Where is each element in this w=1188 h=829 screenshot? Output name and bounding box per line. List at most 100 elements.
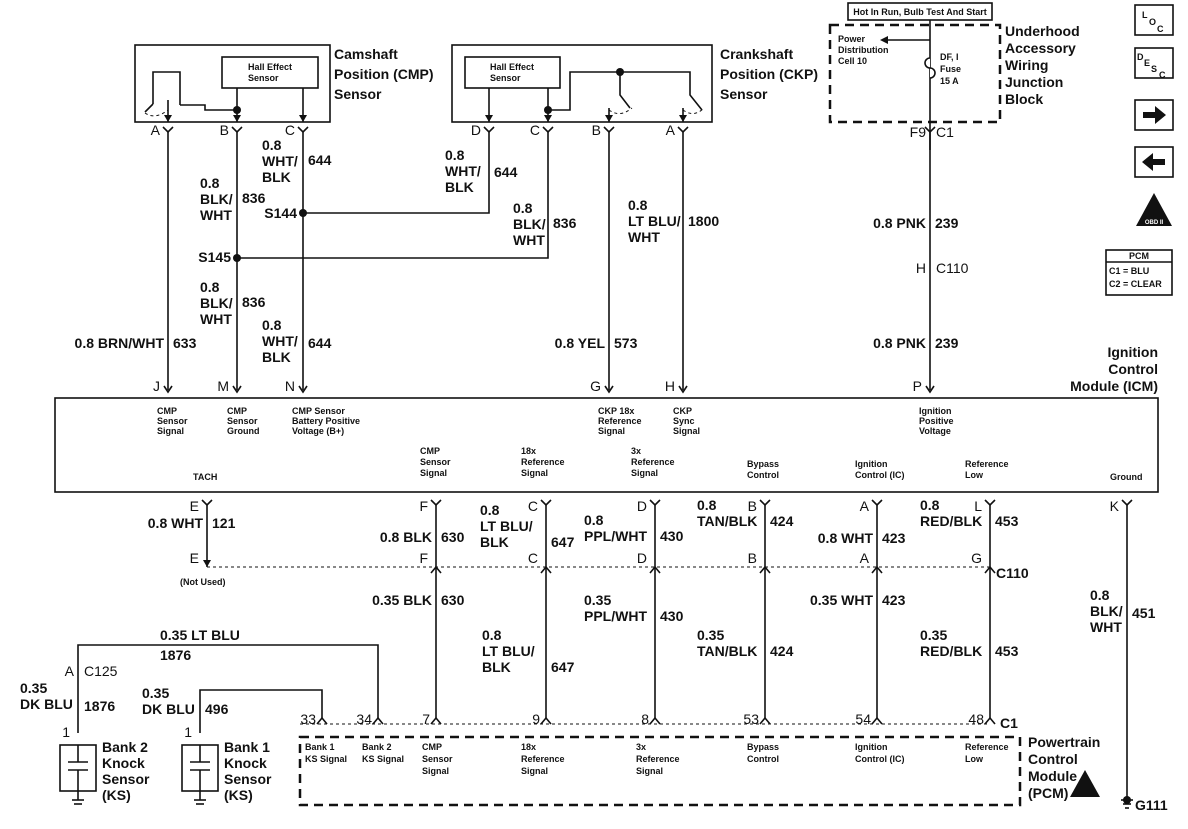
previous-page-button (1134, 146, 1174, 178)
pcm-terminal-label: Reference (636, 754, 680, 764)
pcm-terminal-label: Ignition (855, 742, 888, 752)
legend-entry: C2 = CLEAR (1109, 279, 1162, 289)
wire-color: RED/BLK (920, 513, 982, 529)
wire-color: WHT (1090, 619, 1122, 635)
pcm-pin: 33 (300, 711, 316, 727)
pcm-terminal-label: Bank 2 (362, 742, 392, 752)
wire-color: 0.35 LT BLU (160, 627, 240, 643)
knock-sensor-label: Sensor (102, 771, 150, 787)
fuse-label: DF, I (940, 52, 959, 62)
icm-terminal-label: Reference (631, 457, 675, 467)
connector-pin (430, 565, 442, 574)
ckp-pin: C (530, 122, 540, 138)
connector-pin (759, 565, 771, 574)
wire-color: 0.8 WHT (818, 530, 874, 546)
pcm-terminal-label: Signal (422, 766, 449, 776)
icm-terminal-label: Sensor (420, 457, 451, 467)
connector-pin (759, 716, 771, 725)
power-distribution-label: Cell 10 (838, 56, 867, 66)
pcm-box (298, 735, 1022, 807)
connector-pin (759, 499, 771, 507)
wire-color: 0.8 (262, 317, 282, 333)
hall-effect-label: Sensor (248, 73, 279, 83)
icm-pin: A (860, 498, 870, 514)
wire-color: 0.8 (920, 497, 940, 513)
cmp-sensor-title: Position (CMP) (334, 66, 434, 82)
c110-pin: E (190, 550, 199, 566)
connector-pin (430, 716, 442, 725)
connector-pin (483, 126, 495, 134)
power-distribution-label: Power (838, 34, 866, 44)
connector-pin (604, 385, 614, 394)
connector-pin (232, 385, 242, 394)
connector-c110: C110 (936, 260, 969, 276)
cmp-sensor-title: Camshaft (334, 46, 398, 62)
connector-pin (871, 499, 883, 507)
icm-title: Control (1108, 361, 1158, 377)
wire-color: BLK/ (1090, 603, 1123, 619)
icm-pin: H (665, 378, 675, 394)
icm-title: Module (ICM) (1070, 378, 1158, 394)
wire-color: DK BLU (20, 696, 73, 712)
pcm-title: Module (1028, 768, 1077, 784)
arrow-icon (679, 115, 687, 122)
arrow-right-icon (1143, 106, 1166, 124)
icm-terminal-label: CKP (673, 406, 692, 416)
circuit-number: 423 (882, 592, 906, 608)
locator-button (1134, 4, 1174, 36)
wire-color: BLK/ (200, 191, 233, 207)
pcm-terminal-label: Bypass (747, 742, 779, 752)
icm-terminal-label: Bypass (747, 459, 779, 469)
wire-color: 0.8 WHT (148, 515, 204, 531)
connector-pin (430, 499, 442, 507)
icm-terminal-label: Signal (673, 426, 700, 436)
cmp-sensor-title: Sensor (334, 86, 382, 102)
wire-color: WHT/ (262, 333, 298, 349)
desc-letter: D (1137, 52, 1144, 62)
ckp-sensor-title: Position (CKP) (720, 66, 818, 82)
circuit-number: 644 (494, 164, 518, 180)
splice-dot (233, 254, 241, 262)
circuit-number: 424 (770, 513, 794, 529)
connector-c110: C110 (996, 565, 1029, 581)
circuit-number: 1800 (688, 213, 719, 229)
wire (152, 71, 181, 105)
icm-pin: F (419, 498, 428, 514)
icm-terminal-label: 18x (521, 446, 536, 456)
wire-color: DK BLU (142, 701, 195, 717)
icm-terminal-label: Low (965, 470, 984, 480)
wire-color: WHT (628, 229, 660, 245)
connector-pin (316, 716, 328, 725)
pcm-terminal-label: KS Signal (305, 754, 347, 764)
sensor-pin: 1 (184, 724, 192, 740)
hot-in-run-box (847, 2, 993, 21)
circuit-number: 239 (935, 335, 959, 351)
wire-color: WHT (513, 232, 545, 248)
wire-color: PPL/WHT (584, 528, 647, 544)
wire-color: TAN/BLK (697, 643, 757, 659)
connector-pin (649, 565, 661, 574)
circuit-number: 121 (212, 515, 236, 531)
hall-effect-box (464, 56, 561, 89)
ckp-sensor-title: Crankshaft (720, 46, 793, 62)
wire-color: RED/BLK (920, 643, 982, 659)
icm-pin: N (285, 378, 295, 394)
wire-color: 0.8 PNK (873, 335, 926, 351)
pcm-terminal-label: 18x (521, 742, 536, 752)
knock-sensor-label: Knock (102, 755, 145, 771)
knock-sensor-label: Sensor (224, 771, 272, 787)
circuit-number: 423 (882, 530, 906, 546)
c110-pin: F (419, 550, 428, 566)
pcm-title: (PCM) (1028, 785, 1068, 801)
connector-f9: F9 (910, 124, 927, 140)
connector-pin (678, 385, 688, 394)
wire-color: 0.8 PNK (873, 215, 926, 231)
c110-pin: C (528, 550, 538, 566)
pcm-pin: 8 (641, 711, 649, 727)
connector-c125: C125 (84, 663, 118, 679)
icm-pin: P (913, 378, 922, 394)
wire-color: 0.35 BLK (372, 592, 432, 608)
knock-sensor-label: (KS) (224, 787, 253, 803)
obd-ii-icon (1136, 193, 1172, 226)
connector-pin (163, 385, 173, 394)
